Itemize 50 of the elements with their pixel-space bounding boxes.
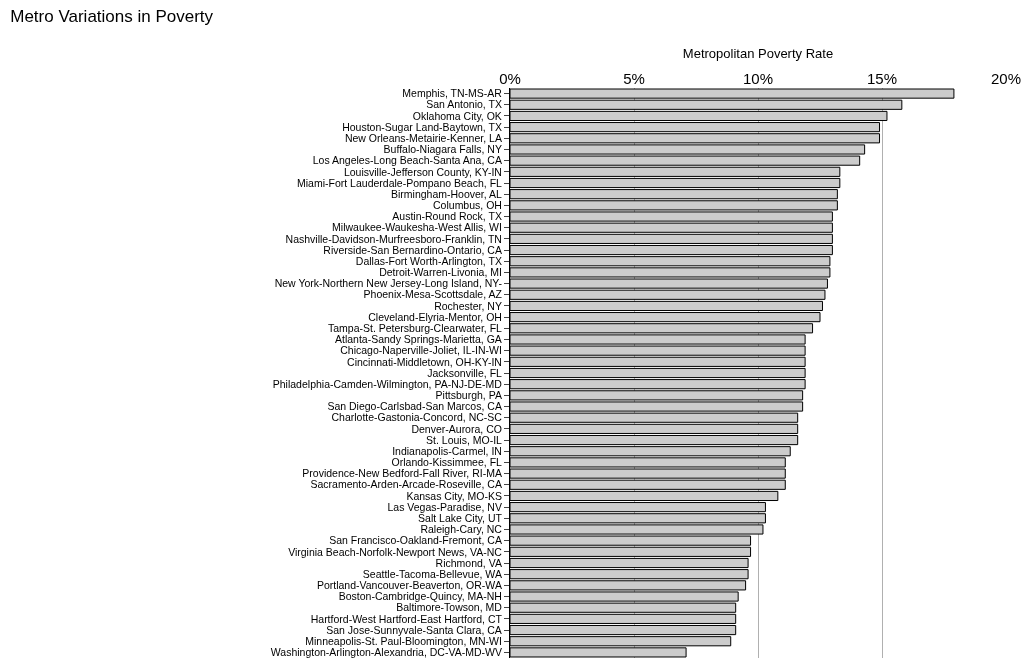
y-tick-label: Oklahoma City, OK [412,109,502,122]
y-tick-label: Indianapolis-Carmel, IN [392,444,502,457]
y-tick-label: San Jose-Sunnyvale-Santa Clara, CA [326,623,502,636]
y-tick-label: Atlanta-Sandy Springs-Marietta, GA [334,333,502,346]
y-tick-label: Milwaukee-Waukesha-West Allis, WI [332,221,502,234]
y-tick-label: Rochester, NY [434,299,502,312]
y-tick-label: Louisville-Jefferson County, KY-IN [343,165,502,178]
y-tick-label: Philadelphia-Camden-Wilmington, PA-NJ-DE-MD [272,377,503,390]
y-tick-label: Seattle-Tacoma-Bellevue, WA [362,567,502,580]
y-tick-label: Portland-Vancouver-Beaverton, OR-WA [316,579,502,592]
y-tick-label: Jacksonville, FL [427,366,503,379]
y-tick-label: Nashville-Davidson-Murfreesboro-Franklin, TN [285,232,502,245]
y-tick-label: New York-Northern New Jersey-Long Island, NY- [274,277,503,290]
y-tick-label: Orlando-Kissimmee, FL [391,456,503,469]
y-tick-label: Denver-Aurora, CO [411,422,502,435]
y-tick-label: Austin-Round Rock, TX [392,210,502,223]
x-tick-label: 0% [499,70,521,87]
y-tick-label: Baltimore-Towson, MD [396,601,503,614]
y-tick-label: Washington-Arlington-Alexandria, DC-VA-MD-WV [270,646,502,659]
y-tick-label: Chicago-Naperville-Joliet, IL-IN-WI [340,344,502,357]
y-tick-label: Hartford-West Hartford-East Hartford, CT [310,612,503,625]
y-tick-label: Providence-New Bedford-Fall River, RI-MA [302,467,502,480]
y-tick-label: Phoenix-Mesa-Scottsdale, AZ [363,288,503,301]
y-tick-label: Dallas-Fort Worth-Arlington, TX [355,254,502,267]
y-tick-label: Cleveland-Elyria-Mentor, OH [368,310,502,323]
y-tick-label: San Diego-Carlsbad-San Marcos, CA [327,400,502,413]
x-tick-label: 5% [623,70,645,87]
y-tick-label: Los Angeles-Long Beach-Santa Ana, CA [312,154,502,167]
text: Metro Variations in Poverty [10,6,214,26]
y-tick-label: Kansas City, MO-KS [406,489,502,502]
y-tick-label: Pittsburgh, PA [435,389,502,402]
x-axis-title: Metropolitan Poverty Rate [682,45,834,61]
y-tick-label: Charlotte-Gastonia-Concord, NC-SC [331,411,503,424]
y-tick-label: Raleigh-Cary, NC [420,523,503,536]
y-tick-label: Cincinnati-Middletown, OH-KY-IN [347,355,502,368]
y-tick-label: San Francisco-Oakland-Fremont, CA [329,534,502,547]
x-tick-label: 20% [990,70,1022,87]
y-tick-label: Detroit-Warren-Livonia, MI [379,266,502,279]
y-tick-label: Richmond, VA [435,556,502,569]
y-tick-label: San Antonio, TX [426,98,502,111]
y-tick-label: St. Louis, MO-IL [426,433,503,446]
x-tick-label: 15% [866,70,898,87]
x-tick-label: 10% [742,70,774,87]
y-tick-label: Buffalo-Niagara Falls, NY [383,143,502,156]
y-tick-label: Columbus, OH [433,199,502,212]
y-tick-label: Sacramento-Arden-Arcade-Roseville, CA [310,478,502,491]
y-tick-label: Memphis, TN-MS-AR [402,87,503,100]
y-tick-label: Virginia Beach-Norfolk-Newport News, VA-NC [288,545,503,558]
y-tick-label: Riverside-San Bernardino-Ontario, CA [323,243,502,256]
y-tick-label: Boston-Cambridge-Quincy, MA-NH [338,590,502,603]
